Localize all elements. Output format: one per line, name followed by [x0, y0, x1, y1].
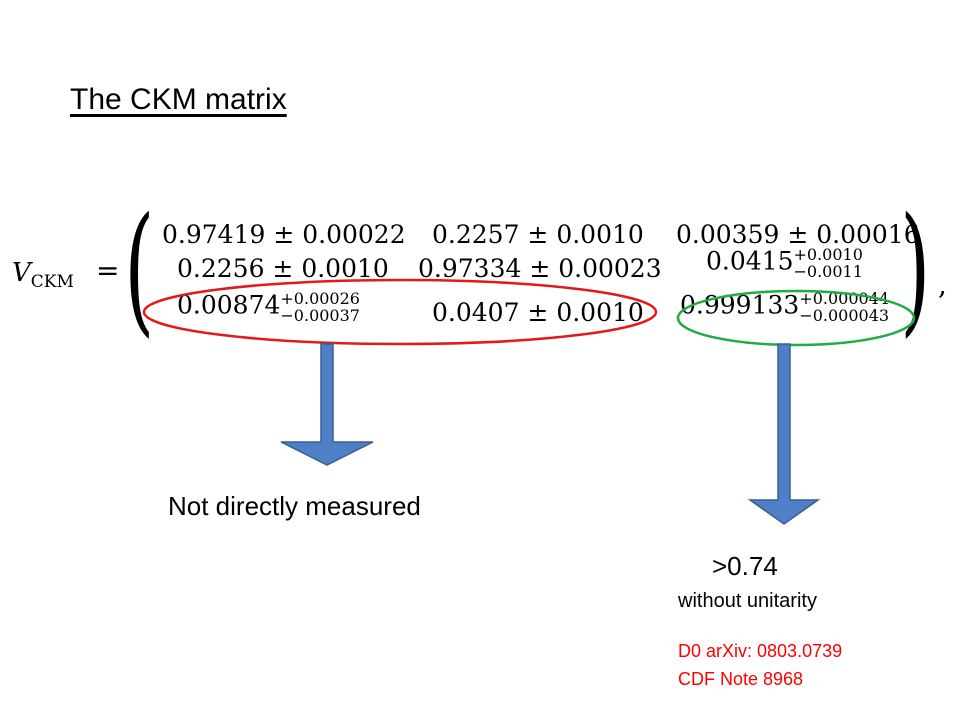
- left-parenthesis: (: [124, 188, 155, 351]
- equals-sign: =: [96, 254, 120, 287]
- matrix-cell-cb: 0.0415 +0.0010 −0.0011: [706, 246, 863, 280]
- cell-error-down: −0.00037: [280, 306, 360, 325]
- matrix-cell-us: 0.2257 ± 0.0010: [432, 220, 644, 249]
- matrix-cell-ts: 0.0407 ± 0.0010: [432, 298, 644, 327]
- cell-errors: +0.0010 −0.0011: [793, 246, 862, 280]
- cell-value: 0.0407 ± 0.0010: [432, 298, 644, 327]
- cell-error-up: +0.00026: [280, 289, 360, 308]
- cell-value: 0.97334 ± 0.00023: [418, 254, 662, 283]
- cell-value: 0.0415: [706, 246, 794, 276]
- cell-value: 0.00359 ± 0.00016: [676, 220, 920, 249]
- cell-error-up: +0.000044: [799, 289, 890, 308]
- right-parenthesis: ): [900, 188, 931, 351]
- matrix-comma: ,: [938, 268, 947, 301]
- ckm-matrix: VCKM = ( ) , 0.97419 ± 0.00022 0.2257 ± …: [0, 188, 960, 351]
- matrix-cell-ud: 0.97419 ± 0.00022: [162, 220, 406, 249]
- matrix-cell-ub: 0.00359 ± 0.00016: [676, 220, 920, 249]
- green-ellipse: [676, 289, 916, 347]
- cell-errors: +0.000044 −0.000043: [799, 290, 889, 324]
- matrix-symbol: VCKM: [12, 258, 74, 292]
- reference-cdf: CDF Note 8968: [678, 669, 804, 689]
- cell-value: 0.2257 ± 0.0010: [432, 220, 644, 249]
- matrix-symbol-letter: V: [12, 258, 31, 288]
- not-directly-measured-label: Not directly measured: [168, 491, 421, 521]
- matrix-cell-cs: 0.97334 ± 0.00023: [418, 254, 662, 283]
- matrix-cell-td: 0.00874 +0.00026 −0.00037: [177, 290, 360, 324]
- red-ellipse: [142, 278, 658, 346]
- down-arrow-left-icon: [280, 343, 374, 466]
- cell-value: 0.97419 ± 0.00022: [162, 220, 406, 249]
- without-unitarity-label: without unitarity: [678, 590, 817, 612]
- matrix-cell-cd: 0.2256 ± 0.0010: [177, 254, 389, 283]
- down-arrow-right-icon: [747, 343, 821, 525]
- cell-error-up: +0.0010: [793, 245, 863, 264]
- slide-title: The CKM matrix: [70, 83, 287, 116]
- reference-d0: D0 arXiv: 0803.0739: [678, 641, 843, 661]
- cell-value: 0.00874: [177, 290, 281, 320]
- cell-value: 0.2256 ± 0.0010: [177, 254, 389, 283]
- vtb-lower-bound: >0.74: [712, 551, 778, 581]
- cell-error-down: −0.000043: [799, 306, 890, 325]
- matrix-subscript: CKM: [30, 272, 74, 293]
- cell-error-down: −0.0011: [793, 262, 863, 281]
- cell-errors: +0.00026 −0.00037: [280, 290, 360, 324]
- matrix-cell-tb: 0.999133 +0.000044 −0.000043: [680, 290, 889, 324]
